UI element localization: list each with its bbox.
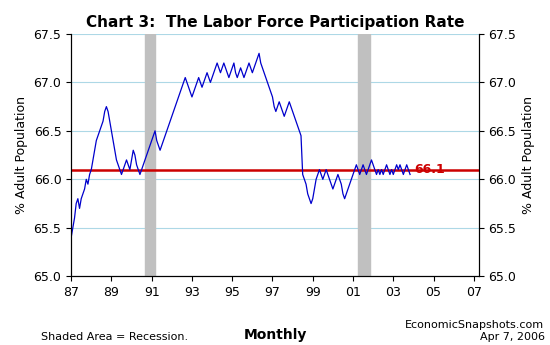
Y-axis label: % Adult Population: % Adult Population <box>522 96 535 214</box>
Y-axis label: % Adult Population: % Adult Population <box>15 96 28 214</box>
Text: Monthly: Monthly <box>243 327 307 342</box>
Bar <box>145 34 155 276</box>
Title: Chart 3:  The Labor Force Participation Rate: Chart 3: The Labor Force Participation R… <box>86 15 464 30</box>
Bar <box>358 34 370 276</box>
Text: Shaded Area = Recession.: Shaded Area = Recession. <box>41 332 188 342</box>
Text: EconomicSnapshots.com
Apr 7, 2006: EconomicSnapshots.com Apr 7, 2006 <box>405 320 544 342</box>
Text: 66.1: 66.1 <box>414 163 445 176</box>
